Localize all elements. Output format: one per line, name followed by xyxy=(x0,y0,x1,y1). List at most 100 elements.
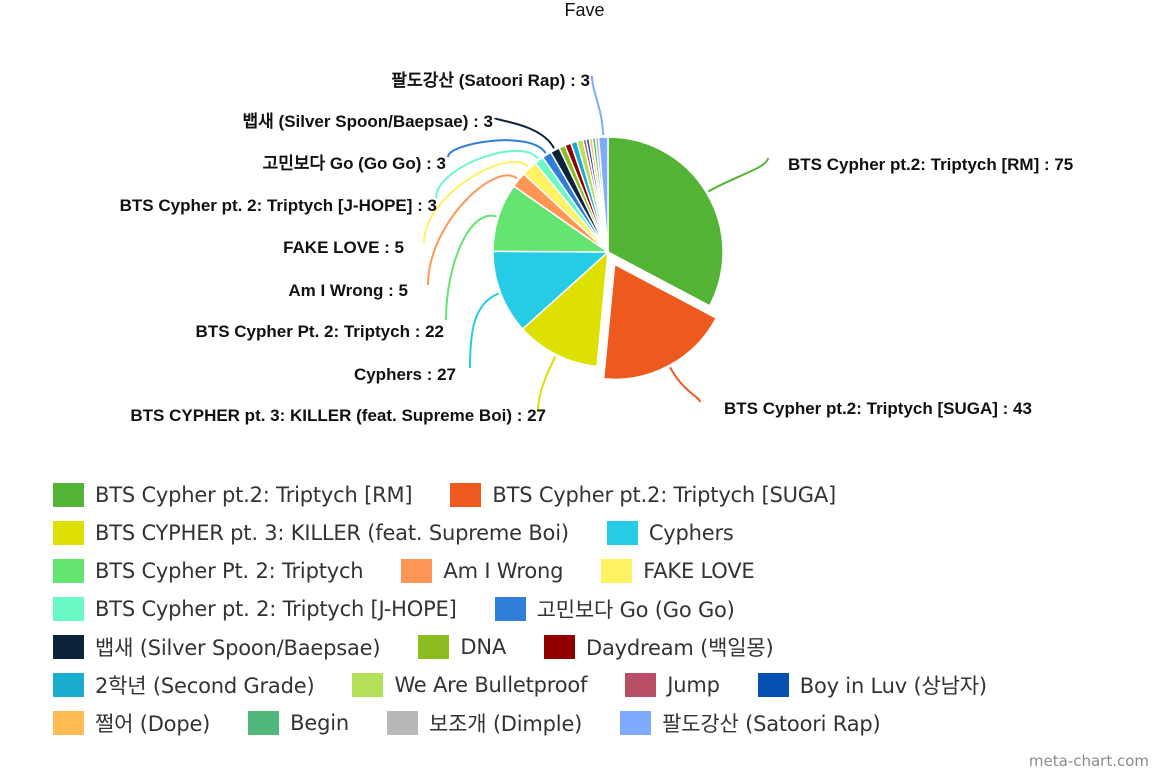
legend-swatch xyxy=(620,711,652,735)
legend-swatch xyxy=(625,673,657,697)
label-connector xyxy=(435,149,539,199)
pie-slice[interactable] xyxy=(602,263,718,381)
legend-item[interactable]: 2학년 (Second Grade) xyxy=(53,670,315,700)
data-label: FAKE LOVE : 5 xyxy=(283,238,404,257)
legend-label: FAKE LOVE xyxy=(643,559,755,583)
legend-label: Am I Wrong xyxy=(443,559,564,583)
legend-swatch xyxy=(601,559,633,583)
legend-item[interactable]: 보조개 (Dimple) xyxy=(386,708,583,738)
legend-swatch xyxy=(606,521,638,545)
legend-swatch xyxy=(248,711,280,735)
legend-swatch xyxy=(53,597,84,621)
legend-item[interactable]: 뱁새 (Silver Spoon/Baepsae) xyxy=(53,632,381,662)
legend-item[interactable]: We Are Bulletproof xyxy=(352,673,587,697)
legend-swatch xyxy=(352,673,384,697)
legend-label: Boy in Luv (상남자) xyxy=(799,674,987,698)
legend-item[interactable]: Begin xyxy=(248,711,349,735)
legend-row: BTS Cypher Pt. 2: Triptych Am I Wrong FAKE… xyxy=(53,552,1133,590)
legend-item[interactable]: Daydream (백일몽) xyxy=(544,632,774,662)
legend-row: 뱁새 (Silver Spoon/Baepsae) DNA Daydream (백일… xyxy=(53,628,1133,666)
legend-swatch xyxy=(418,635,450,659)
legend-swatch xyxy=(53,673,84,697)
legend-swatch xyxy=(53,521,84,545)
data-label: Cyphers : 27 xyxy=(354,365,456,384)
data-label: 고민보다 Go (Go Go) : 3 xyxy=(263,154,446,173)
legend-label: BTS Cypher pt.2: Triptych [SUGA] xyxy=(492,483,836,507)
legend: BTS Cypher pt.2: Triptych [RM] BTS Cypher… xyxy=(53,476,1133,742)
label-connector xyxy=(494,117,555,149)
legend-item[interactable]: 팔도강산 (Satoori Rap) xyxy=(620,708,881,738)
credit-text: meta-chart.com xyxy=(1028,752,1149,770)
legend-swatch xyxy=(757,673,789,697)
legend-label: We Are Bulletproof xyxy=(394,673,588,697)
data-label: BTS Cypher pt. 2: Triptych [J-HOPE] : 3 xyxy=(120,196,437,215)
legend-item[interactable]: BTS Cypher pt. 2: Triptych [J-HOPE] xyxy=(53,597,457,621)
pie-chart: BTS Cypher pt.2: Triptych [RM] : 75 BTS C… xyxy=(120,71,1074,425)
legend-item[interactable]: BTS CYPHER pt. 3: KILLER (feat. Supreme … xyxy=(53,521,569,545)
legend-item[interactable]: Am I Wrong xyxy=(401,559,563,583)
legend-label: 고민보다 Go (Go Go) xyxy=(536,598,735,622)
legend-swatch xyxy=(544,635,576,659)
legend-label: BTS Cypher Pt. 2: Triptych xyxy=(95,559,364,583)
label-connector xyxy=(447,139,547,158)
label-connector xyxy=(445,214,497,321)
data-label: BTS Cypher pt.2: Triptych [SUGA] : 43 xyxy=(724,399,1032,418)
legend-swatch xyxy=(53,635,84,659)
pie-slice[interactable] xyxy=(492,250,610,331)
pie-slice[interactable] xyxy=(597,136,609,253)
pie-slice[interactable] xyxy=(521,250,609,368)
legend-label: Begin xyxy=(290,711,349,735)
legend-item[interactable]: BTS Cypher pt.2: Triptych [SUGA] xyxy=(450,483,836,507)
legend-swatch xyxy=(53,483,84,507)
label-connector xyxy=(423,161,529,244)
label-connector xyxy=(591,75,605,136)
legend-item[interactable]: DNA xyxy=(418,635,506,659)
legend-swatch xyxy=(53,559,84,583)
legend-item[interactable]: Cyphers xyxy=(606,521,734,545)
pie-slices xyxy=(492,136,724,381)
legend-label: Daydream (백일몽) xyxy=(586,636,774,660)
legend-row: 쩔어 (Dope) Begin 보조개 (Dimple) 팔도강산 (Satoori … xyxy=(53,704,1133,742)
legend-row: 2학년 (Second Grade) We Are Bulletproof Jump… xyxy=(53,666,1133,704)
chart-title: Fave xyxy=(564,0,605,20)
data-label: 뱁새 (Silver Spoon/Baepsae) : 3 xyxy=(243,112,493,131)
legend-item[interactable]: FAKE LOVE xyxy=(601,559,755,583)
legend-label: 팔도강산 (Satoori Rap) xyxy=(662,712,881,736)
label-connectors xyxy=(423,75,769,413)
label-connector xyxy=(669,366,701,403)
legend-label: BTS Cypher pt. 2: Triptych [J-HOPE] xyxy=(95,597,457,621)
pie-slice[interactable] xyxy=(607,136,724,307)
data-label: BTS CYPHER pt. 3: KILLER (feat. Supreme … xyxy=(130,406,546,425)
legend-row: BTS Cypher pt.2: Triptych [RM] BTS Cypher… xyxy=(53,476,1133,514)
legend-item[interactable]: 고민보다 Go (Go Go) xyxy=(494,594,735,624)
data-label: BTS Cypher pt.2: Triptych [RM] : 75 xyxy=(788,155,1073,174)
legend-item[interactable]: Jump xyxy=(625,673,720,697)
label-connector xyxy=(469,292,500,369)
label-connector xyxy=(427,174,518,286)
legend-item[interactable]: BTS Cypher Pt. 2: Triptych xyxy=(53,559,364,583)
legend-label: 쩔어 (Dope) xyxy=(95,712,211,736)
legend-swatch xyxy=(53,711,84,735)
label-connector xyxy=(537,356,557,413)
legend-label: 2학년 (Second Grade) xyxy=(95,674,315,698)
legend-swatch xyxy=(494,597,526,621)
legend-item[interactable]: Boy in Luv (상남자) xyxy=(757,670,987,700)
legend-swatch xyxy=(401,559,433,583)
legend-label: Jump xyxy=(667,673,720,697)
legend-label: Cyphers xyxy=(648,521,734,545)
legend-item[interactable]: BTS Cypher pt.2: Triptych [RM] xyxy=(53,483,413,507)
legend-label: BTS Cypher pt.2: Triptych [RM] xyxy=(95,483,413,507)
legend-row: BTS CYPHER pt. 3: KILLER (feat. Supreme … xyxy=(53,514,1133,552)
legend-swatch xyxy=(386,711,418,735)
legend-label: 보조개 (Dimple) xyxy=(428,712,583,736)
legend-item[interactable]: 쩔어 (Dope) xyxy=(53,708,210,738)
data-labels: BTS Cypher pt.2: Triptych [RM] : 75 BTS C… xyxy=(120,71,1074,425)
data-label: Am I Wrong : 5 xyxy=(288,281,408,300)
label-connector xyxy=(707,157,769,193)
legend-label: DNA xyxy=(460,635,507,659)
legend-row: BTS Cypher pt. 2: Triptych [J-HOPE] 고민보다 … xyxy=(53,590,1133,628)
legend-swatch xyxy=(450,483,482,507)
data-label: 팔도강산 (Satoori Rap) : 3 xyxy=(391,71,590,90)
legend-label: BTS CYPHER pt. 3: KILLER (feat. Supreme … xyxy=(95,521,569,545)
data-label: BTS Cypher Pt. 2: Triptych : 22 xyxy=(196,322,444,341)
